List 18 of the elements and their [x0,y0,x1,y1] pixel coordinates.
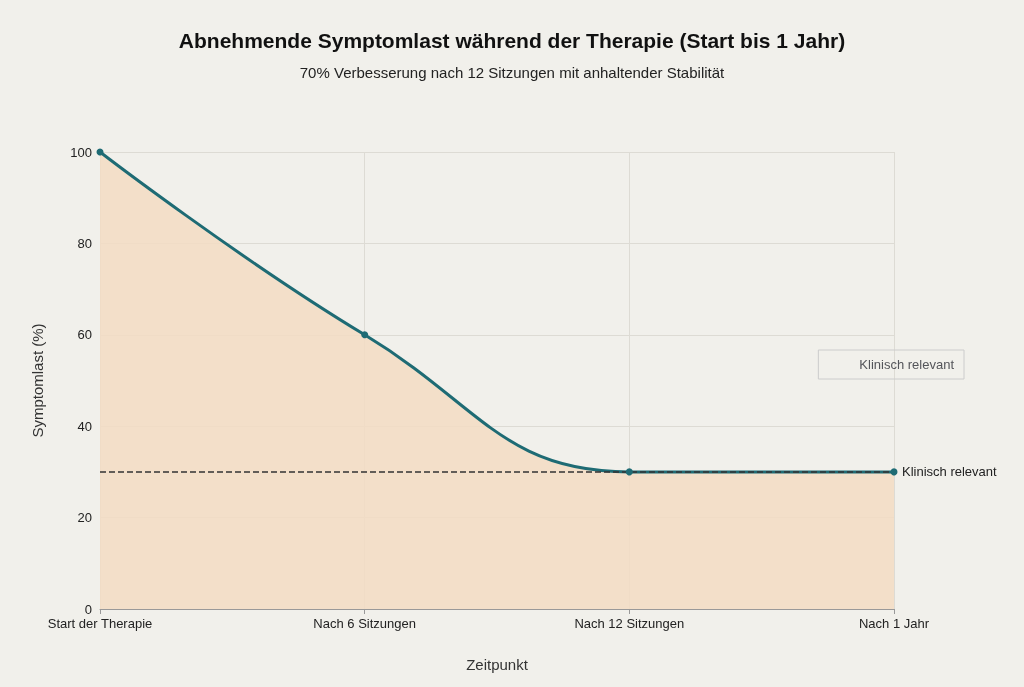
y-tick-label: 0 [84,601,92,617]
x-tick-label: Start der Therapie [47,616,153,631]
y-axis-title: Symptomlast (%) [29,323,46,438]
x-tick-label: Nach 1 Jahr [858,616,930,631]
y-tick-label: 40 [77,418,92,434]
point [625,468,633,476]
x-tick-label: Nach 6 Sitzungen [313,616,416,631]
x-axis-title: Zeitpunkt [466,656,529,673]
y-tick-label: 60 [77,327,92,343]
chart-title: Abnehmende Symptomlast während der Therapie (Start bis 1 Jahr) [178,29,846,52]
ref-line-label: Klinisch relevant [902,464,998,480]
point [361,331,369,339]
y-tick-label: 80 [77,235,92,251]
text: Klinisch relevant [859,357,954,372]
y-tick-label: 100 [70,144,92,160]
chart-subtitle: 70% Verbesserung nach 12 Sitzungen mit anhaltender Stabilität [299,64,726,81]
x-tick-label: Nach 12 Sitzungen [574,616,685,631]
y-tick-label: 20 [77,510,92,526]
